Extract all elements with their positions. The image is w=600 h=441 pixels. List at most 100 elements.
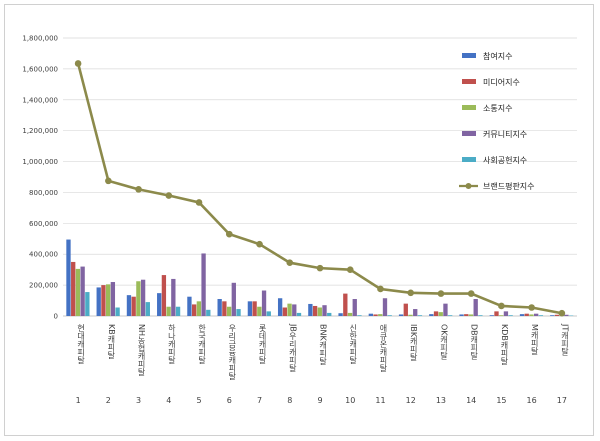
bar-11-소통지수	[378, 314, 383, 316]
rank-label: 8	[287, 396, 292, 405]
category-label: OK캐피탈	[439, 324, 448, 360]
y-tick-label: 400,000	[29, 251, 58, 259]
legend-swatch	[462, 157, 476, 162]
rank-label: 12	[406, 396, 416, 405]
bar-2-미디어지수	[101, 285, 106, 316]
bar-6-참여지수	[217, 299, 222, 316]
bar-1-참여지수	[66, 239, 71, 316]
bar-12-미디어지수	[403, 303, 408, 316]
bar-8-사회공헌지수	[296, 312, 302, 316]
bar-1-소통지수	[75, 268, 81, 316]
rank-label: 15	[496, 396, 506, 405]
bar-7-소통지수	[257, 306, 262, 316]
bar-16-소통지수	[529, 314, 534, 316]
bar-14-커뮤니티지수	[473, 299, 478, 316]
bar-2-커뮤니티지수	[110, 282, 116, 316]
bar-9-사회공헌지수	[327, 312, 332, 316]
bar-3-커뮤니티지수	[140, 279, 146, 316]
bar-10-소통지수	[347, 312, 353, 316]
brand-index-point-15	[498, 302, 505, 310]
bar-4-소통지수	[166, 306, 171, 316]
y-tick-label: 0	[54, 313, 58, 321]
bar-3-소통지수	[136, 281, 141, 316]
bar-9-커뮤니티지수	[322, 305, 327, 316]
legend-label: 참여지수	[483, 51, 512, 61]
bar-12-커뮤니티지수	[413, 309, 418, 316]
bar-16-미디어지수	[524, 313, 529, 316]
bar-5-참여지수	[187, 296, 192, 316]
bar-12-사회공헌지수	[417, 315, 423, 316]
legend-label: 미디어지수	[483, 77, 520, 87]
category-label: 신한캐피탈	[348, 324, 357, 364]
bar-16-커뮤니티지수	[534, 313, 539, 316]
brand-index-point-10	[346, 266, 354, 273]
bar-1-미디어지수	[71, 261, 76, 316]
bar-5-사회공헌지수	[206, 309, 211, 316]
category-label: JT캐피탈	[560, 323, 569, 355]
legend-label: 사회공헌지수	[483, 156, 527, 165]
bar-9-소통지수	[317, 307, 322, 316]
bar-13-미디어지수	[433, 311, 439, 316]
brand-index-point-5	[195, 199, 203, 206]
bar-5-커뮤니티지수	[201, 253, 206, 316]
bar-13-커뮤니티지수	[443, 303, 448, 316]
bar-6-커뮤니티지수	[231, 282, 236, 316]
bar-13-소통지수	[438, 312, 443, 316]
bar-8-커뮤니티지수	[292, 304, 297, 316]
bar-10-커뮤니티지수	[352, 299, 357, 316]
rank-label: 10	[345, 396, 355, 405]
legend-swatch	[462, 105, 476, 110]
legend-swatch	[462, 53, 476, 58]
rank-label: 9	[317, 396, 322, 405]
bar-7-참여지수	[247, 301, 253, 316]
rank-label: 2	[106, 396, 111, 405]
rank-label: 17	[557, 396, 567, 405]
bar-12-소통지수	[408, 314, 413, 316]
y-tick-label: 600,000	[29, 220, 58, 228]
bar-15-사회공헌지수	[508, 315, 513, 316]
bar-3-미디어지수	[131, 296, 136, 316]
bar-1-사회공헌지수	[85, 292, 90, 316]
rank-label: 5	[197, 396, 202, 405]
brand-index-point-14	[467, 290, 475, 297]
bar-13-사회공헌지수	[448, 315, 453, 316]
rank-label: 11	[375, 396, 385, 405]
bar-2-소통지수	[105, 284, 111, 316]
legend-label: 커뮤니티지수	[483, 129, 527, 139]
bar-1-커뮤니티지수	[80, 266, 85, 316]
rank-label: 14	[466, 396, 476, 405]
bar-17-미디어지수	[554, 314, 560, 316]
legend-swatch	[462, 79, 476, 84]
bar-17-참여지수	[550, 315, 555, 316]
bar-2-참여지수	[96, 287, 101, 316]
rank-label: 7	[257, 396, 262, 405]
category-label: BNK캐피탈	[318, 324, 327, 365]
category-label: 현대캐피탈	[76, 324, 85, 364]
bar-7-미디어지수	[252, 301, 257, 316]
y-tick-label: 200,000	[29, 282, 58, 290]
brand-index-point-3	[135, 186, 142, 193]
rank-label: 6	[227, 396, 232, 405]
rank-label: 13	[436, 396, 446, 405]
brand-index-point-9	[316, 264, 324, 272]
brand-index-point-16	[528, 304, 535, 311]
legend-label: 브랜드평판지수	[483, 181, 535, 191]
bar-10-참여지수	[338, 313, 343, 316]
rank-label: 3	[136, 396, 141, 405]
bar-4-참여지수	[157, 293, 162, 316]
bar-13-참여지수	[429, 314, 434, 316]
bar-4-커뮤니티지수	[171, 278, 176, 316]
y-tick-label: 1,200,000	[22, 127, 58, 135]
bar-14-소통지수	[468, 314, 474, 316]
brand-index-point-7	[256, 240, 263, 248]
bar-14-사회공헌지수	[478, 315, 483, 316]
legend-label: 소통지수	[483, 104, 512, 113]
y-tick-label: 800,000	[29, 189, 58, 197]
bar-6-미디어지수	[222, 301, 227, 316]
bar-15-참여지수	[489, 315, 494, 316]
chart-frame: 0 200,000 400,000 600,000 800,000 1,000,000 1,…	[4, 4, 594, 436]
bar-16-참여지수	[519, 314, 525, 316]
y-tick-label: 1,600,000	[22, 65, 58, 73]
category-label: 한국캐피탈	[197, 324, 206, 364]
bar-5-소통지수	[196, 301, 202, 316]
